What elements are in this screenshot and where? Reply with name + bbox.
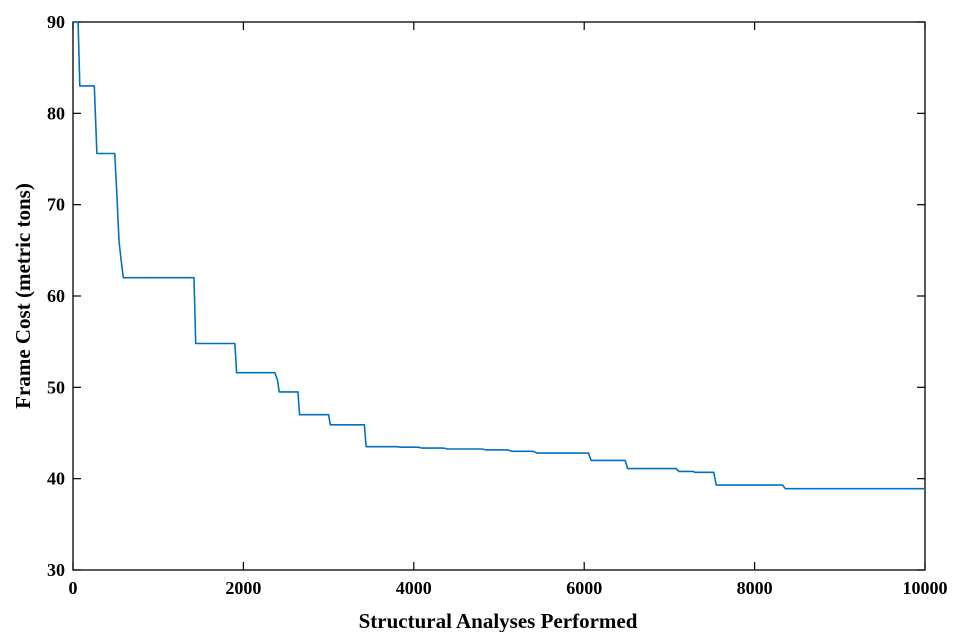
- y-tick-label-90: 90: [47, 12, 65, 32]
- y-tick-label-40: 40: [47, 469, 65, 489]
- axis-ticks: [72, 21, 926, 571]
- x-tick-label-4000: 4000: [396, 578, 432, 598]
- x-axis-title: Structural Analyses Performed: [359, 609, 638, 632]
- y-tick-label-70: 70: [47, 195, 65, 215]
- series-line-0: [73, 21, 925, 490]
- series-layer: [73, 21, 925, 490]
- plot-box: [72, 21, 926, 571]
- x-tick-label-10000: 10000: [903, 578, 948, 598]
- y-tick-label-60: 60: [47, 286, 65, 306]
- plot-area: [72, 21, 926, 571]
- y-tick-label-80: 80: [47, 103, 65, 123]
- x-tick-label-2000: 2000: [225, 578, 261, 598]
- tick-labels: 0 2000 4000 6000 8000 10000 30 40 50 60 70 80 90: [47, 12, 948, 598]
- y-axis-title: Frame Cost (metric tons): [11, 183, 35, 409]
- x-tick-label-6000: 6000: [566, 578, 602, 598]
- y-tick-label-50: 50: [47, 377, 65, 397]
- x-tick-label-8000: 8000: [737, 578, 773, 598]
- x-tick-label-0: 0: [69, 578, 78, 598]
- y-tick-label-30: 30: [47, 560, 65, 580]
